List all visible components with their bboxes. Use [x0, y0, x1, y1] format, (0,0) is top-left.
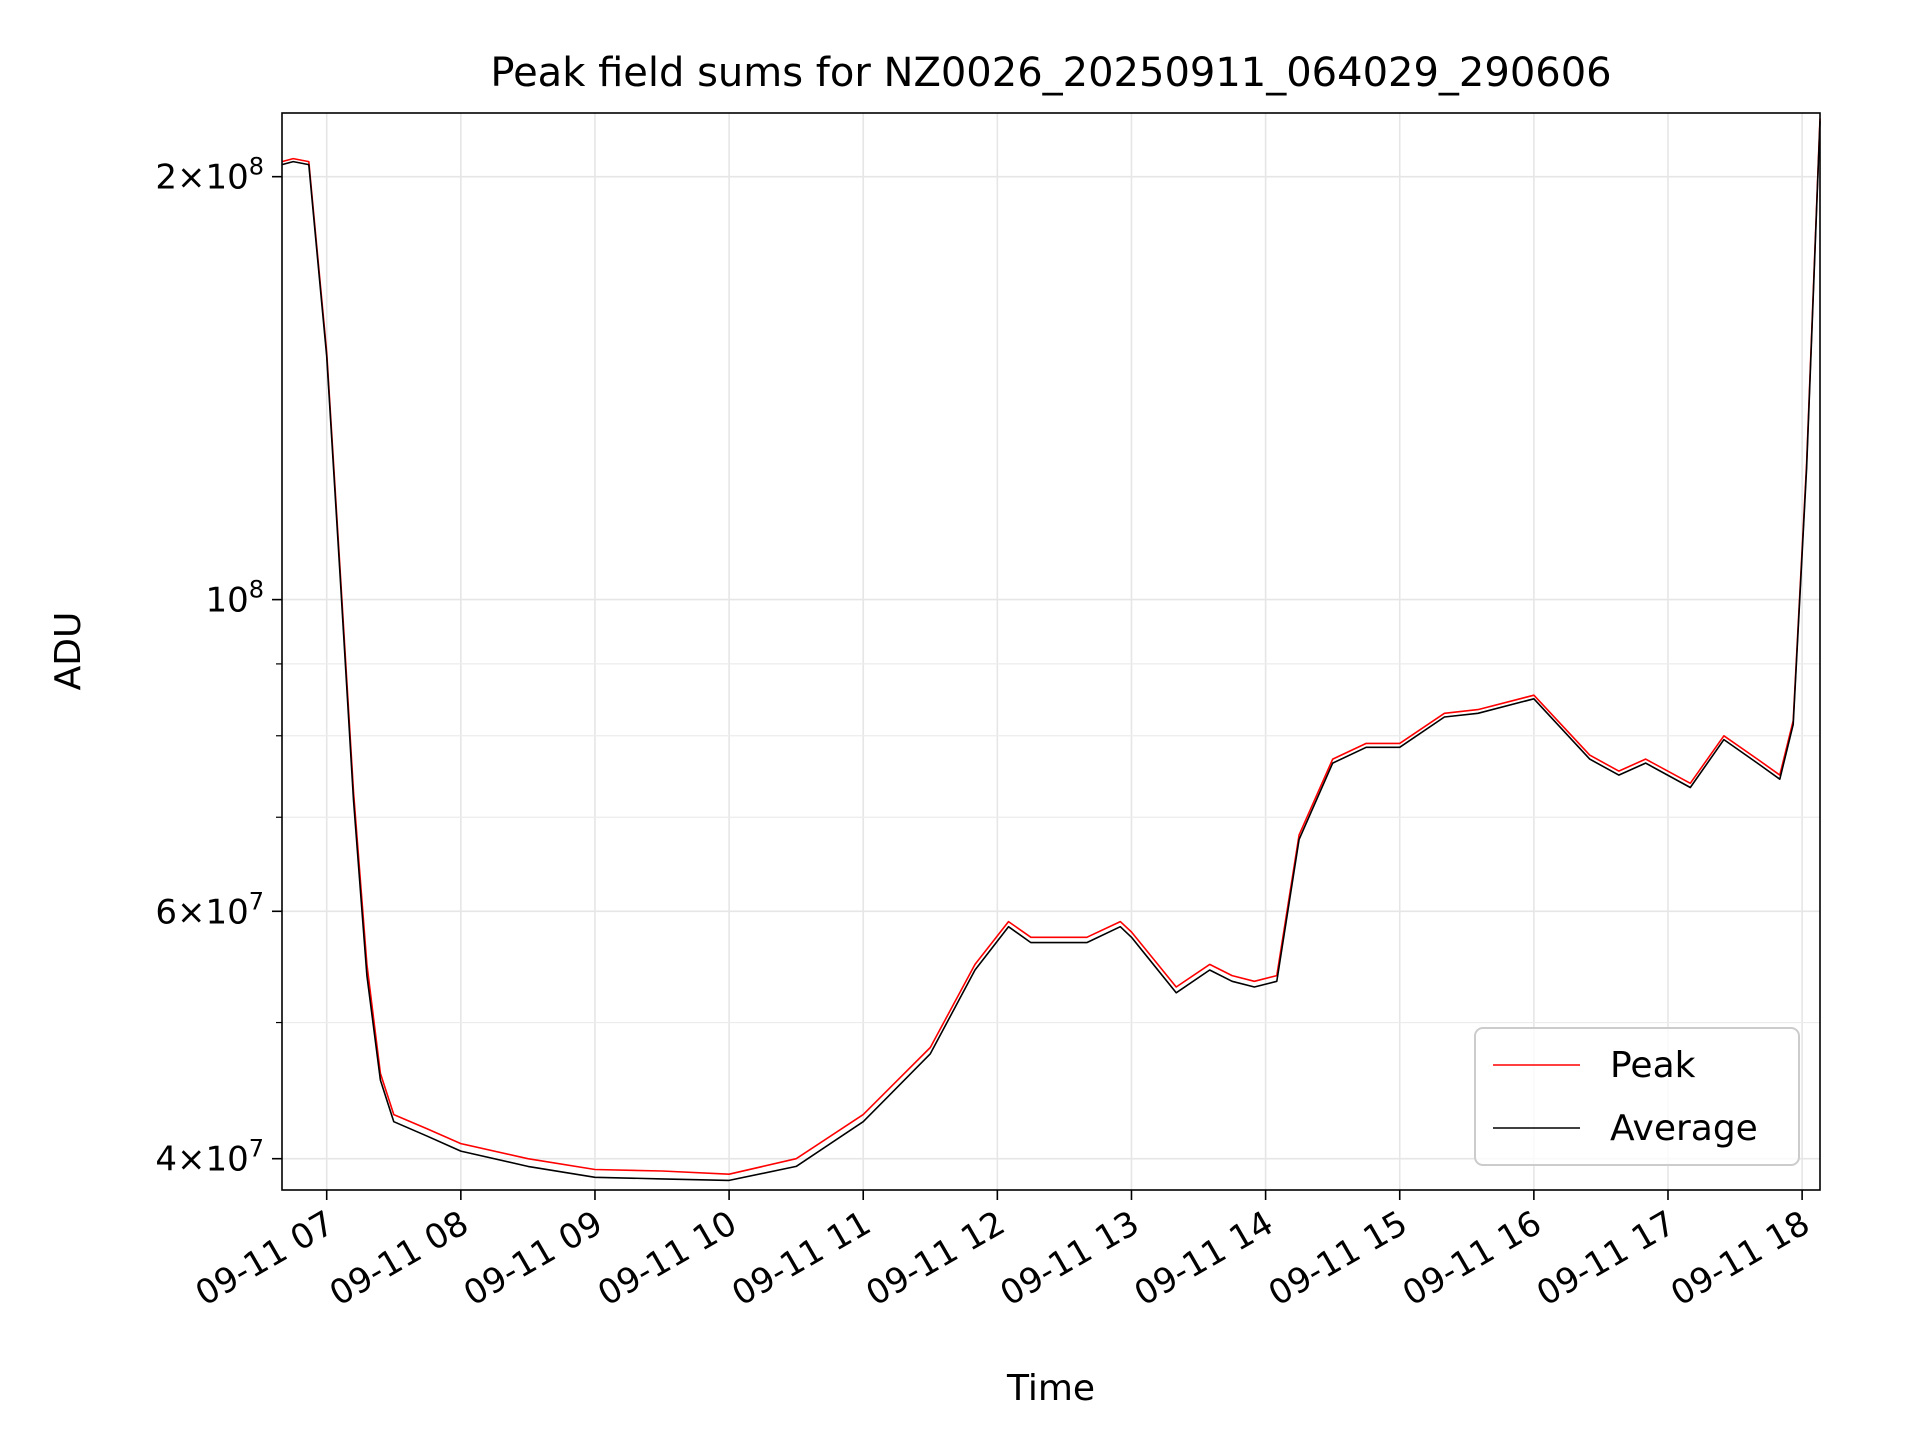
- y-tick-label: 108: [205, 576, 264, 621]
- series-line-average: [281, 121, 1821, 1182]
- chart-title: Peak field sums for NZ0026_20250911_0640…: [490, 50, 1611, 96]
- grid-layer: [282, 113, 1820, 1190]
- series-layer: [281, 118, 1821, 1182]
- y-tick-label: 6×107: [155, 887, 264, 932]
- y-axis-ticks: 4×107 6×107 108 2×108: [155, 153, 282, 1180]
- x-axis-label: Time: [1006, 1368, 1095, 1409]
- series-line-peak: [281, 118, 1821, 1175]
- legend: Peak Average: [1474, 1027, 1800, 1166]
- y-tick-label: 4×107: [155, 1135, 264, 1180]
- legend-average-label: Average: [1610, 1108, 1758, 1149]
- y-tick-label: 2×108: [155, 153, 264, 198]
- legend-peak-label: Peak: [1610, 1045, 1696, 1086]
- legend-box: [1474, 1027, 1800, 1166]
- y-axis-label: ADU: [48, 612, 89, 691]
- plot-frame: [281, 112, 1821, 1191]
